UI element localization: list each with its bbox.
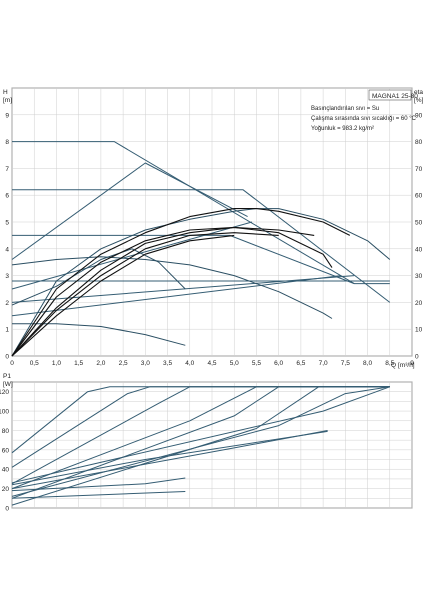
x-tick-label: 9 <box>410 360 414 367</box>
power-y-tick-label: 80 <box>2 428 10 435</box>
efficiency-curve <box>11 234 235 357</box>
y-tick-labels: 0 1 2 3 4 5 6 7 8 9 <box>5 112 9 360</box>
head-curve <box>12 141 390 285</box>
y-axis-unit: [m] <box>3 97 12 104</box>
power-y-tick-label: 60 <box>2 447 10 454</box>
x-tick-labels: 0 0,5 1,0 1,5 2,0 2,5 3,0 3,5 4,0 4,5 5,0 5,5 6,0 6,5… <box>10 360 414 367</box>
efficiency-curve <box>11 226 315 357</box>
chart-title: MAGNA1 25-80 <box>372 93 418 100</box>
y2-tick-label: 80 <box>415 139 423 146</box>
x-axis-label: Q <box>391 362 396 369</box>
x-tick-label: 0,5 <box>30 360 39 367</box>
power-y-tick-label: 40 <box>2 467 10 474</box>
y2-tick-label: 60 <box>415 193 423 200</box>
temperature-note: Çalışma sırasında sıvı sıcaklığı = 60 °C <box>311 116 417 122</box>
y-tick-label: 6 <box>5 193 9 200</box>
power-chart: 0 20 40 60 80 100 120 P1 [W] <box>0 373 413 513</box>
x-tick-label: 2,5 <box>119 360 128 367</box>
efficiency-curve <box>11 232 279 357</box>
y2-tick-label: 30 <box>415 273 423 280</box>
x-tick-label: 8,0 <box>363 360 372 367</box>
head-curve <box>11 256 333 319</box>
x-tick-label: 6,5 <box>296 360 305 367</box>
power-y-tick-label: 120 <box>0 389 9 396</box>
power-curve <box>11 386 390 506</box>
head-curve <box>11 221 253 290</box>
head-chart-grid <box>11 87 413 357</box>
power-curve <box>11 477 186 492</box>
x-tick-label: 1,5 <box>74 360 83 367</box>
fluid-note: Basınçlandırılan sıvı = Su <box>311 106 379 112</box>
x-tick-label: 0 <box>10 360 14 367</box>
y-tick-label: 3 <box>5 273 9 280</box>
x-tick-label: 2,0 <box>96 360 105 367</box>
y-tick-label: 9 <box>5 112 9 119</box>
y2-axis-unit: [%] <box>414 97 424 104</box>
y-tick-label: 8 <box>5 139 9 146</box>
x-axis-unit: [m³/h] <box>398 362 415 369</box>
power-curve <box>11 430 328 490</box>
power-y-tick-label: 20 <box>2 486 10 493</box>
y-tick-label: 7 <box>5 166 9 173</box>
x-tick-label: 3,5 <box>163 360 172 367</box>
head-curve <box>11 275 341 317</box>
x-tick-label: 5,5 <box>252 360 261 367</box>
efficiency-curve <box>11 208 351 357</box>
y-tick-label: 5 <box>5 220 9 227</box>
y2-tick-label: 40 <box>415 246 423 253</box>
y2-axis-label: eta <box>414 89 423 96</box>
power-y-axis-unit: [W] <box>3 381 13 388</box>
y-tick-label: 2 <box>5 300 9 307</box>
head-curve <box>11 208 391 357</box>
efficiency-curve <box>11 226 333 357</box>
x-tick-label: 3,0 <box>141 360 150 367</box>
x-tick-label: 1,0 <box>52 360 61 367</box>
model-title-box <box>368 89 412 101</box>
density-note: Yoğunluk = 983.2 kg/m² <box>311 126 374 132</box>
y2-tick-labels: 0 10 20 30 40 50 60 70 80 90 <box>415 112 423 360</box>
x-tick-label: 4,5 <box>207 360 216 367</box>
y2-tick-label: 10 <box>415 327 423 334</box>
y-axis-label: H <box>3 89 8 96</box>
head-chart-series <box>11 141 391 357</box>
y-tick-label: 1 <box>5 327 9 334</box>
x-tick-label: 8,5 <box>385 360 394 367</box>
power-curve <box>11 386 390 484</box>
y-tick-label: 4 <box>5 246 9 253</box>
head-curve <box>12 189 391 303</box>
x-tick-label: 6,0 <box>274 360 283 367</box>
power-chart-series <box>11 386 390 506</box>
y-tick-label: 0 <box>5 354 9 361</box>
x-tick-label: 7,5 <box>341 360 350 367</box>
x-tick-label: 4,0 <box>185 360 194 367</box>
power-y-tick-labels: 0 20 40 60 80 100 120 <box>0 389 9 512</box>
power-y-axis-label: P1 <box>3 373 11 380</box>
power-y-tick-label: 100 <box>0 409 9 416</box>
head-curve <box>11 275 355 303</box>
head-curve <box>11 162 248 260</box>
y2-tick-label: 50 <box>415 220 423 227</box>
power-curve <box>11 430 328 486</box>
y2-tick-label: 70 <box>415 166 423 173</box>
y2-tick-label: 20 <box>415 300 423 307</box>
power-curve <box>11 386 390 497</box>
y2-tick-label: 90 <box>415 112 423 119</box>
power-curve <box>11 491 186 499</box>
y2-tick-label: 0 <box>415 354 419 361</box>
head-chart: 0 0,5 1,0 1,5 2,0 2,5 3,0 3,5 4,0 4,5 5,0 5,5 6,0 6,5… <box>3 87 424 369</box>
x-tick-label: 5,0 <box>230 360 239 367</box>
x-tick-label: 7,0 <box>319 360 328 367</box>
power-y-tick-label: 0 <box>5 506 9 513</box>
